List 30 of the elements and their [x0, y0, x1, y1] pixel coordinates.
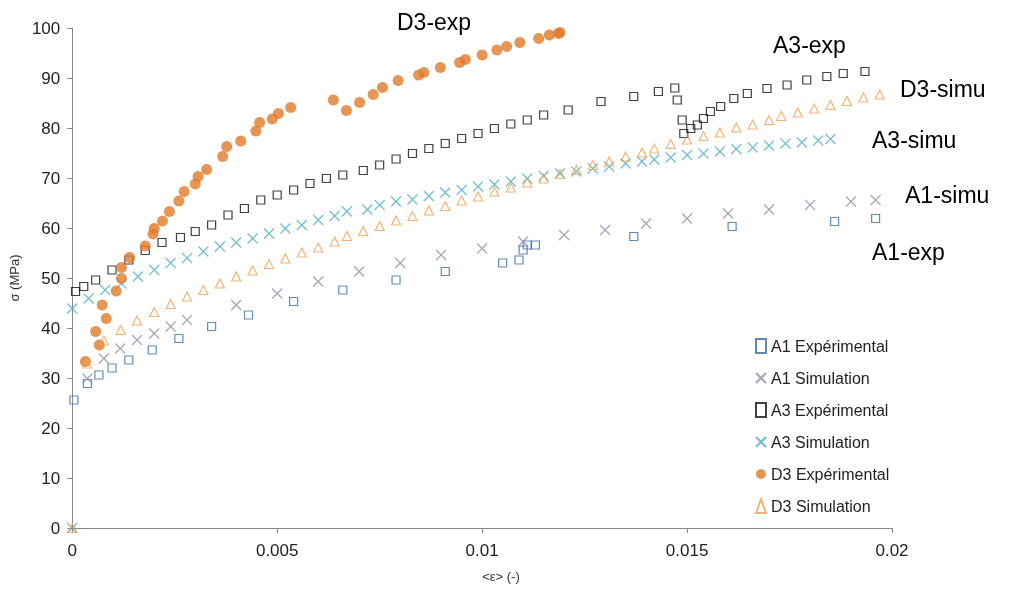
y-tick-label: 0 [50, 518, 61, 538]
y-tick-label: 90 [41, 68, 61, 88]
y-tick-label: 60 [41, 218, 61, 238]
y-tick-label: 10 [41, 468, 61, 488]
y-axis-title: σ (MPa) [7, 254, 22, 302]
x-tick-label: 0.01 [465, 541, 499, 560]
x-tick-label: 0 [67, 541, 77, 560]
legend-label: A1 Expérimental [771, 337, 889, 355]
legend-label: A3 Expérimental [771, 401, 889, 419]
x-tick-label: 0.02 [875, 541, 909, 560]
y-tick-label: 50 [41, 268, 61, 288]
y-tick-label: 20 [41, 418, 61, 438]
y-tick-label: 80 [41, 118, 61, 138]
y-tick-label: 40 [41, 318, 61, 338]
text: D3-simu [900, 75, 986, 102]
annotation: D3-exp [397, 8, 472, 35]
annotation: A3-exp [773, 31, 846, 58]
x-tick-label: 0.015 [665, 541, 709, 560]
legend-label: D3 Simulation [771, 497, 871, 515]
legend-label: A3 Simulation [771, 433, 870, 451]
y-tick-label: 30 [41, 368, 61, 388]
y-tick-label: 70 [41, 168, 61, 188]
legend-label: A1 Simulation [771, 369, 870, 387]
annotation: A1-exp [872, 238, 945, 265]
annotation: A3-simu [872, 126, 957, 153]
x-axis-title: <ε> (-) [482, 569, 520, 584]
text: A1-simu [905, 181, 990, 208]
y-tick-label: 100 [31, 18, 61, 38]
legend-label: D3 Expérimental [771, 465, 890, 483]
x-tick-label: 0.005 [255, 541, 299, 560]
